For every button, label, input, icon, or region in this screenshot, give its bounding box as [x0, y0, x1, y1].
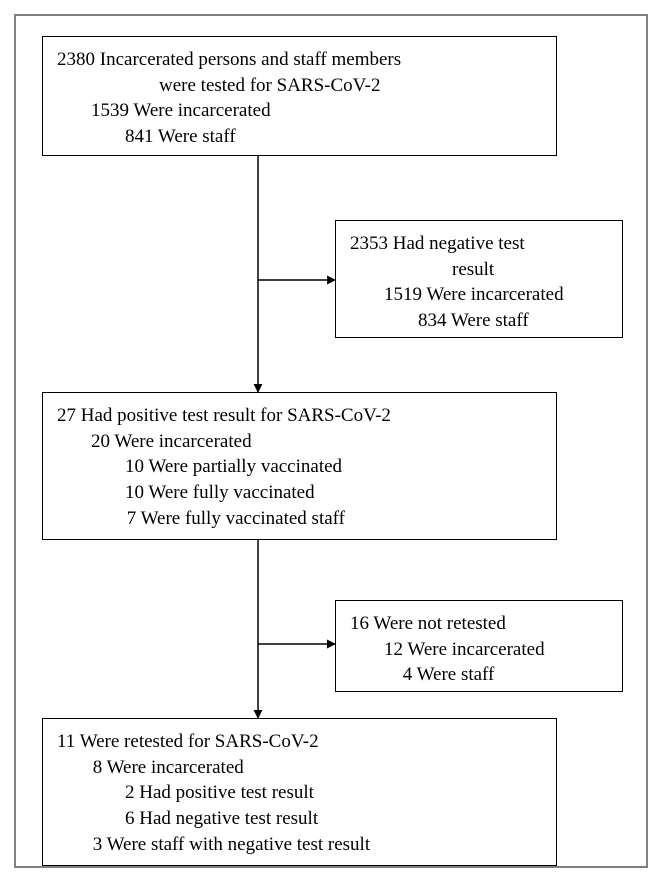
flow-box-line: 2380 Incarcerated persons and staff memb…	[57, 47, 556, 73]
flow-box-line: 3 Were staff with negative test result	[57, 832, 556, 858]
flow-box-line: 10 Were fully vaccinated	[57, 480, 556, 506]
flow-box-line: 1539 Were incarcerated	[57, 98, 556, 124]
flow-box-negative: 2353 Had negative testresult1519 Were in…	[335, 220, 623, 338]
flow-box-line: 841 Were staff	[57, 124, 556, 150]
flow-box-line: 2353 Had negative test	[350, 231, 622, 257]
flow-box-retested: 11 Were retested for SARS-CoV-28 Were in…	[42, 718, 557, 866]
flow-box-line: 11 Were retested for SARS-CoV-2	[57, 729, 556, 755]
flow-box-line: 2 Had positive test result	[57, 780, 556, 806]
flow-box-line: 6 Had negative test result	[57, 806, 556, 832]
flow-box-line: 834 Were staff	[350, 308, 622, 334]
flow-box-line: 20 Were incarcerated	[57, 429, 556, 455]
flow-box-line: 27 Had positive test result for SARS-CoV…	[57, 403, 556, 429]
flow-box-line: were tested for SARS-CoV-2	[57, 73, 556, 99]
flow-box-line: result	[350, 257, 622, 283]
flow-box-line: 8 Were incarcerated	[57, 755, 556, 781]
flow-box-line: 4 Were staff	[350, 662, 622, 688]
flow-box-line: 16 Were not retested	[350, 611, 622, 637]
flow-box-line: 10 Were partially vaccinated	[57, 454, 556, 480]
flow-box-line: 7 Were fully vaccinated staff	[57, 506, 556, 532]
flow-box-not_retested: 16 Were not retested12 Were incarcerated…	[335, 600, 623, 692]
flow-box-line: 1519 Were incarcerated	[350, 282, 622, 308]
flow-box-positive: 27 Had positive test result for SARS-CoV…	[42, 392, 557, 540]
flow-box-line: 12 Were incarcerated	[350, 637, 622, 663]
flow-box-tested: 2380 Incarcerated persons and staff memb…	[42, 36, 557, 156]
